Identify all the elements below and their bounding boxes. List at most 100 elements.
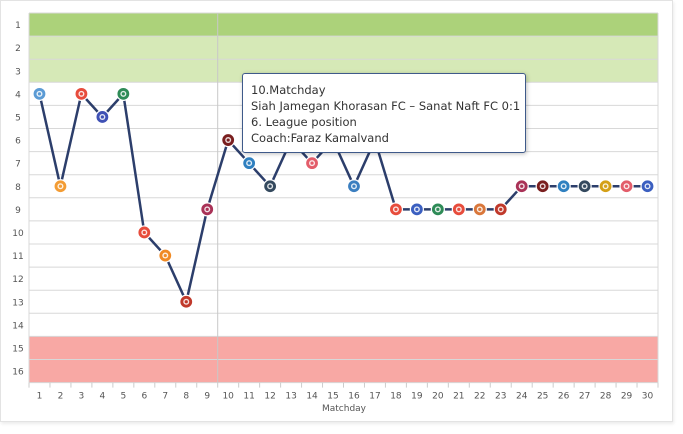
x-tick-label: 13 <box>285 392 296 402</box>
data-point[interactable] <box>179 294 194 309</box>
point-marker-center <box>100 115 104 119</box>
data-point[interactable] <box>95 109 110 125</box>
x-axis-title: Matchday <box>322 404 367 414</box>
data-point[interactable] <box>221 132 236 148</box>
data-point[interactable] <box>409 202 424 217</box>
point-marker-center <box>394 207 398 211</box>
x-tick-label: 6 <box>141 392 147 402</box>
x-tick-label: 25 <box>537 392 548 402</box>
data-point[interactable] <box>556 179 571 194</box>
tooltip-league-position: 6. League position <box>251 115 357 129</box>
x-tick-label: 2 <box>58 392 64 402</box>
x-tick-label: 17 <box>369 392 380 402</box>
data-point[interactable] <box>535 179 550 194</box>
y-tick-label: 11 <box>12 252 23 262</box>
data-point[interactable] <box>451 202 466 217</box>
y-tick-label: 1 <box>15 21 21 31</box>
data-point[interactable] <box>304 156 320 171</box>
data-point[interactable] <box>32 86 47 101</box>
point-marker-center <box>478 207 482 211</box>
y-tick-label: 9 <box>15 206 21 216</box>
point-marker-center <box>310 161 314 165</box>
matchday-tooltip: 10.Matchday Siah Jamegan Khorasan FC – S… <box>242 73 526 153</box>
point-marker-center <box>247 161 251 165</box>
y-tick-label: 15 <box>12 344 23 354</box>
x-axis-tick-labels: 1 2 3 4 5 6 7 8 9 10 11 12 13 14 15 16 17 18 19 20 21 22 23 24 2… <box>37 392 654 402</box>
y-tick-label: 13 <box>12 298 23 308</box>
data-point[interactable] <box>242 156 257 171</box>
x-tick-label: 30 <box>642 392 654 402</box>
point-marker-center <box>415 207 419 211</box>
point-marker-center <box>499 207 503 211</box>
y-tick-label: 10 <box>12 229 24 239</box>
point-marker-center <box>79 92 84 96</box>
data-point[interactable] <box>137 225 152 240</box>
data-point[interactable] <box>640 179 655 194</box>
y-tick-label: 6 <box>15 137 21 147</box>
x-tick-label: 23 <box>495 392 506 402</box>
tooltip-coach: Coach:Faraz Kamalvand <box>251 131 389 145</box>
point-marker-center <box>624 184 629 188</box>
data-point[interactable] <box>53 179 68 194</box>
data-point[interactable] <box>116 86 131 101</box>
point-marker-center <box>541 184 545 188</box>
point-marker-center <box>121 92 125 96</box>
point-marker-center <box>457 207 461 211</box>
point-marker-center <box>352 184 356 188</box>
data-point[interactable] <box>598 179 613 194</box>
point-marker-center <box>142 230 146 235</box>
x-tick-label: 7 <box>162 392 168 402</box>
point-marker-center <box>520 184 524 188</box>
point-marker-center <box>184 300 188 304</box>
data-point[interactable] <box>346 179 362 194</box>
data-point[interactable] <box>472 202 487 217</box>
data-point[interactable] <box>158 248 173 263</box>
point-marker-center <box>268 184 272 188</box>
data-point[interactable] <box>493 202 508 217</box>
x-tick-label: 10 <box>222 392 234 402</box>
point-marker-center <box>163 253 167 258</box>
x-tick-label: 18 <box>390 392 402 402</box>
point-marker-center <box>58 184 63 188</box>
x-tick-label: 9 <box>204 392 210 402</box>
y-tick-label: 8 <box>15 183 21 193</box>
data-point[interactable] <box>263 179 278 194</box>
point-marker-center <box>37 92 42 96</box>
x-tick-label: 14 <box>306 392 318 402</box>
data-points[interactable] <box>32 86 655 309</box>
x-tick-label: 15 <box>327 392 338 402</box>
x-tick-label: 8 <box>183 392 189 402</box>
band-0 <box>29 13 658 37</box>
y-tick-label: 14 <box>12 321 24 331</box>
y-tick-label: 7 <box>15 160 21 170</box>
x-tick-label: 29 <box>621 392 633 402</box>
x-tick-label: 5 <box>120 392 126 402</box>
point-marker-center <box>562 184 566 188</box>
y-tick-label: 5 <box>15 113 21 123</box>
data-point[interactable] <box>74 86 89 101</box>
point-marker-center <box>645 184 650 188</box>
point-marker-center <box>205 207 209 211</box>
point-marker-center <box>436 207 440 211</box>
y-tick-label: 16 <box>12 368 24 378</box>
data-point[interactable] <box>619 179 634 194</box>
y-tick-label: 12 <box>12 275 23 285</box>
data-point[interactable] <box>388 202 404 217</box>
x-tick-label: 1 <box>37 392 43 402</box>
data-point[interactable] <box>577 179 592 194</box>
x-tick-label: 22 <box>474 392 485 402</box>
data-point[interactable] <box>514 179 529 194</box>
point-marker-center <box>603 184 608 188</box>
grid-lines <box>28 12 659 388</box>
x-tick-label: 27 <box>579 392 590 402</box>
y-tick-label: 4 <box>15 90 21 100</box>
chart-frame: 1 2 3 4 5 6 7 8 9 10 11 12 13 14 15 16 1 2 3 4 5 6 7 8 9 10 11 12 1… <box>0 0 673 422</box>
x-tick-label: 16 <box>348 392 360 402</box>
data-point[interactable] <box>200 202 215 217</box>
point-marker-center <box>226 138 230 142</box>
tooltip-match-result: Siah Jamegan Khorasan FC – Sanat Naft FC… <box>251 99 521 113</box>
data-point[interactable] <box>430 202 445 217</box>
